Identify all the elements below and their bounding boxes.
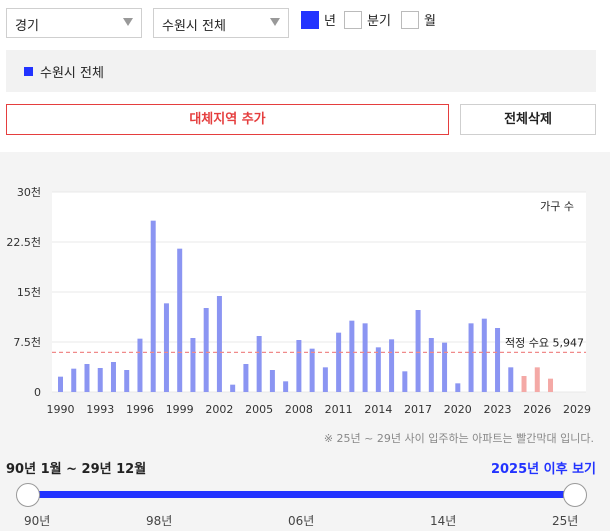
city-select-value: 수원시 전체: [162, 19, 226, 34]
bar-2018[interactable]: [428, 338, 434, 392]
legend-square-icon: [24, 66, 33, 76]
x-tick-label: 1990: [47, 403, 75, 416]
range-slider-start-handle[interactable]: [16, 483, 40, 507]
checkbox-checked-icon: [301, 10, 319, 29]
bar-2004[interactable]: [243, 364, 249, 392]
range-label: 90년 1월 ~ 29년 12월: [6, 462, 147, 477]
slider-scale-label: 25년: [552, 514, 579, 528]
slider-scale-label: 06년: [288, 514, 315, 528]
selected-region-bar: 수원시 전체: [6, 50, 596, 92]
bar-2003[interactable]: [230, 384, 236, 392]
bar-2019[interactable]: [442, 342, 448, 392]
add-region-button[interactable]: 대체지역 추가: [6, 104, 449, 135]
x-tick-label: 2023: [484, 403, 512, 416]
delete-all-button[interactable]: 전체삭제: [460, 104, 596, 135]
bar-2020[interactable]: [455, 383, 461, 392]
bar-2022[interactable]: [481, 318, 487, 392]
bar-1997[interactable]: [150, 220, 156, 392]
bar-2027[interactable]: [548, 378, 554, 392]
bar-2023[interactable]: [495, 328, 501, 392]
bars: [58, 220, 554, 392]
bar-2006[interactable]: [269, 370, 275, 392]
x-tick-label: 2002: [205, 403, 233, 416]
bar-1996[interactable]: [137, 338, 143, 392]
bar-2005[interactable]: [256, 336, 262, 392]
period-quarter-checkbox[interactable]: 분기: [344, 10, 391, 29]
bar-2001[interactable]: [203, 308, 209, 392]
x-tick-label: 2014: [364, 403, 392, 416]
province-select-value: 경기: [15, 19, 39, 34]
bar-2011[interactable]: [336, 332, 342, 392]
bar-1992[interactable]: [84, 364, 90, 392]
bar-2008[interactable]: [296, 340, 302, 392]
bar-2024[interactable]: [508, 367, 514, 392]
bar-2017[interactable]: [415, 310, 421, 392]
chevron-down-icon: [123, 18, 133, 26]
slider-scale-label: 90년: [24, 514, 51, 528]
bar-2010[interactable]: [322, 367, 328, 392]
bar-2026[interactable]: [534, 367, 540, 392]
bar-2021[interactable]: [468, 323, 474, 392]
x-tick-label: 1993: [86, 403, 114, 416]
x-tick-label: 2008: [285, 403, 313, 416]
checkbox-icon: [401, 10, 419, 29]
x-tick-label: 2011: [325, 403, 353, 416]
checkbox-icon: [344, 10, 362, 29]
x-tick-label: 2020: [444, 403, 472, 416]
x-tick-label: 1996: [126, 403, 154, 416]
y-tick-label: 0: [34, 386, 41, 399]
bar-1999[interactable]: [177, 248, 183, 392]
bar-2013[interactable]: [362, 323, 368, 392]
bar-2016[interactable]: [402, 371, 408, 392]
y-tick-label: 30천: [17, 185, 41, 199]
bar-2014[interactable]: [375, 347, 381, 392]
period-month-label: 월: [424, 14, 436, 29]
period-month-checkbox[interactable]: 월: [401, 10, 436, 29]
city-select[interactable]: 수원시 전체: [153, 8, 289, 38]
bar-2012[interactable]: [349, 320, 355, 392]
x-tick-label: 1999: [166, 403, 194, 416]
y-tick-label: 7.5천: [13, 335, 41, 349]
bar-2000[interactable]: [190, 338, 196, 392]
slider-scale-label: 98년: [146, 514, 173, 528]
y-unit-label: 가구 수: [540, 200, 574, 213]
footnote: ※ 25년 ~ 29년 사이 입주하는 아파트는 빨간막대 입니다.: [324, 431, 594, 445]
bar-1990[interactable]: [58, 376, 63, 392]
period-quarter-label: 분기: [367, 14, 391, 29]
selected-region-label: 수원시 전체: [40, 65, 104, 81]
x-axis-ticks: 1990 1993 1996 1999 2002 2005 2008 2011 2014 2017…: [47, 403, 592, 416]
bar-1991[interactable]: [71, 368, 77, 392]
x-tick-label: 2005: [245, 403, 273, 416]
bar-1998[interactable]: [163, 303, 169, 392]
y-axis-ticks: 30천 22.5천 15천 7.5천 0: [6, 185, 41, 399]
x-tick-label: 2029: [563, 403, 591, 416]
slider-scale-label: 14년: [430, 514, 457, 528]
y-tick-label: 22.5천: [6, 235, 41, 249]
y-tick-label: 15천: [17, 285, 41, 299]
bar-2009[interactable]: [309, 348, 315, 392]
bar-1993[interactable]: [97, 368, 103, 392]
bar-2007[interactable]: [283, 381, 289, 392]
reference-line-label: 적정 수요 5,947: [505, 336, 584, 349]
period-year-label: 년: [324, 14, 336, 29]
bar-1995[interactable]: [124, 370, 130, 392]
period-year-checkbox[interactable]: 년: [301, 10, 336, 29]
range-slider-end-handle[interactable]: [563, 483, 587, 507]
province-select[interactable]: 경기: [6, 8, 142, 38]
chart-section: 30천 22.5천 15천 7.5천 0 1990 1993 1996 1999 2002 200…: [0, 152, 610, 531]
chevron-down-icon: [270, 18, 280, 26]
filter-panel: 경기 수원시 전체 년 분기 월 수원시 전체 대체지역 추가 전체삭제: [0, 0, 610, 152]
bar-2015[interactable]: [389, 339, 395, 392]
x-tick-label: 2026: [523, 403, 551, 416]
x-tick-label: 2017: [404, 403, 432, 416]
bar-2002[interactable]: [216, 296, 222, 392]
bar-1994[interactable]: [110, 362, 116, 392]
range-slider-track[interactable]: [28, 491, 576, 498]
bar-2025[interactable]: [521, 376, 527, 392]
supply-chart: 30천 22.5천 15천 7.5천 0 1990 1993 1996 1999 2002 200…: [6, 185, 594, 445]
view-after-2025-link[interactable]: 2025년 이후 보기: [490, 462, 596, 477]
